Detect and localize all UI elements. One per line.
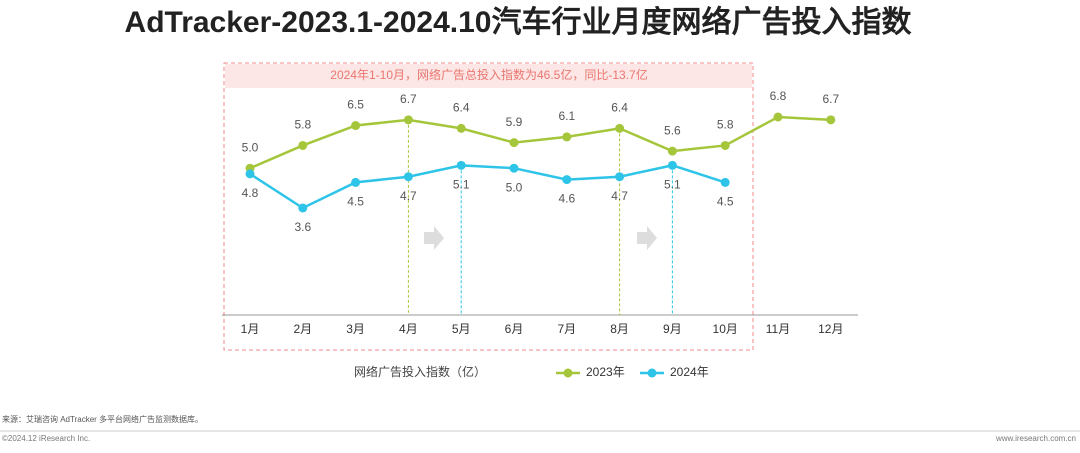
legend-label: 2023年: [586, 365, 625, 379]
point: [509, 138, 519, 148]
copyright: ©2024.12 iResearch Inc.: [2, 434, 90, 443]
axis-label: 网络广告投入指数（亿）: [354, 364, 486, 379]
point: [562, 175, 572, 185]
value-label: 6.7: [822, 92, 839, 106]
value-label: 3.6: [294, 220, 311, 234]
value-label: 4.5: [347, 195, 364, 209]
value-label: 4.7: [400, 189, 417, 203]
point: [720, 140, 730, 150]
value-label: 5.9: [506, 115, 523, 129]
value-label: 6.4: [453, 101, 470, 115]
value-label: 5.0: [242, 140, 259, 154]
x-tick-label: 5月: [452, 322, 471, 336]
point: [615, 123, 625, 133]
value-label: 6.1: [558, 109, 575, 123]
x-tick-label: 10月: [713, 322, 738, 336]
value-label: 4.8: [242, 186, 259, 200]
x-tick-label: 6月: [505, 322, 524, 336]
legend-dot: [647, 368, 657, 378]
value-label: 6.8: [770, 89, 787, 103]
x-tick-label: 1月: [241, 322, 260, 336]
website: www.iresearch.com.cn: [995, 434, 1076, 443]
value-label: 4.6: [558, 192, 575, 206]
point: [456, 123, 466, 133]
x-tick-label: 2月: [293, 322, 312, 336]
value-label: 4.5: [717, 195, 734, 209]
source: 来源：艾瑞咨询 AdTracker 多平台网络广告监测数据库。: [2, 414, 203, 424]
x-tick-label: 7月: [557, 322, 576, 336]
point: [245, 169, 255, 179]
x-tick-label: 4月: [399, 322, 418, 336]
value-label: 5.8: [294, 118, 311, 132]
chart-title: AdTracker-2023.1-2024.10汽车行业月度网络广告投入指数: [125, 5, 913, 39]
point: [403, 115, 413, 125]
point: [509, 163, 519, 173]
point: [351, 121, 361, 131]
legend-dot: [563, 368, 573, 378]
value-label: 6.7: [400, 92, 417, 106]
point: [298, 203, 308, 213]
arrow: [424, 226, 444, 250]
value-label: 5.8: [717, 118, 734, 132]
point: [667, 160, 677, 170]
highlight-box: [223, 62, 754, 351]
point: [667, 146, 677, 156]
series-line: [249, 115, 831, 170]
x-tick-label: 3月: [346, 322, 365, 336]
value-label: 5.1: [664, 178, 681, 192]
annotation: 2024年1-10月，网络广告总投入指数为46.5亿，同比-13.7亿: [330, 67, 647, 82]
value-label: 5.0: [506, 180, 523, 194]
point: [298, 140, 308, 150]
x-tick-label: 9月: [663, 322, 682, 336]
point: [615, 172, 625, 182]
point: [826, 115, 836, 125]
x-tick-label: 8月: [610, 322, 629, 336]
point: [456, 160, 466, 170]
annotation-band: [225, 64, 752, 88]
arrow: [637, 226, 657, 250]
value-label: 5.1: [453, 178, 470, 192]
point: [720, 177, 730, 187]
series-line: [249, 164, 726, 210]
value-label: 4.7: [611, 189, 628, 203]
point: [403, 172, 413, 182]
x-tick-label: 12月: [818, 322, 843, 336]
x-tick-label: 11月: [766, 322, 790, 336]
value-label: 6.5: [347, 98, 364, 112]
point: [562, 132, 572, 142]
legend-label: 2024年: [670, 365, 709, 379]
value-label: 6.4: [611, 101, 628, 115]
value-label: 5.6: [664, 123, 681, 137]
point: [773, 112, 783, 122]
point: [351, 177, 361, 187]
